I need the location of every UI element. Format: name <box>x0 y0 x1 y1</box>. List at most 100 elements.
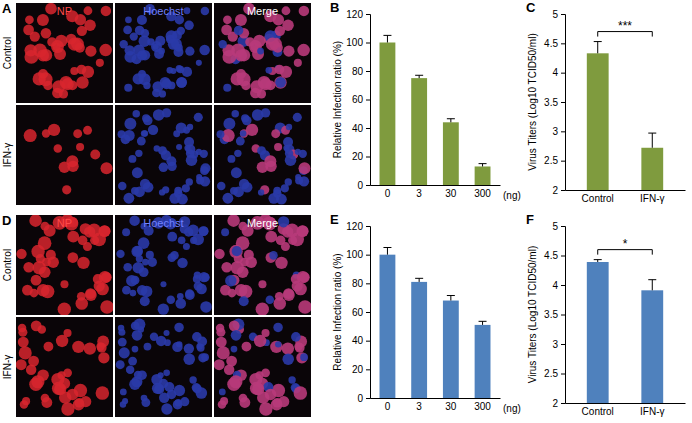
cell <box>264 155 276 167</box>
error-bar <box>648 280 656 291</box>
cell <box>124 84 132 92</box>
cell <box>258 76 271 89</box>
y-tick: 5 <box>552 221 565 232</box>
cell <box>221 228 229 236</box>
micrograph <box>214 3 311 103</box>
cell <box>186 155 198 167</box>
cell <box>169 193 180 204</box>
cell <box>142 114 150 122</box>
cell <box>173 130 180 137</box>
cell <box>187 124 193 130</box>
cell <box>133 246 143 256</box>
cell <box>254 335 266 347</box>
error-cap <box>447 295 455 296</box>
cell <box>137 137 146 146</box>
cell <box>119 347 130 358</box>
cell <box>242 182 253 193</box>
cell <box>199 272 209 282</box>
cell <box>297 44 310 57</box>
cell <box>87 224 101 238</box>
cell <box>258 280 266 288</box>
cell <box>285 224 299 238</box>
y-tick-label: 3 <box>552 339 558 350</box>
plot-area <box>380 35 491 185</box>
cell <box>178 237 186 245</box>
image-background <box>214 105 311 205</box>
y-tick: 2.5 <box>544 155 565 166</box>
cell <box>172 342 182 352</box>
cell <box>67 389 78 400</box>
error-line <box>597 42 598 54</box>
cell <box>258 189 264 195</box>
cell <box>200 163 210 173</box>
cell <box>216 328 225 337</box>
cell <box>259 402 272 415</box>
error-bar <box>447 296 455 301</box>
cell <box>242 342 252 352</box>
cell <box>151 374 162 385</box>
x-tick-label: 30 <box>445 188 457 199</box>
cell <box>268 193 279 204</box>
cell <box>83 126 92 135</box>
x-tick-label: 300 <box>474 401 491 412</box>
y-tick-label: 4.5 <box>544 38 558 49</box>
cell <box>143 182 154 193</box>
cell <box>256 302 269 315</box>
cell <box>45 3 57 15</box>
cell <box>201 273 210 282</box>
cell <box>100 300 113 314</box>
cell <box>184 343 194 353</box>
y-tick-mark <box>561 403 565 404</box>
cell <box>275 257 287 269</box>
y-tick-mark <box>366 100 370 101</box>
x-axis-line <box>566 403 686 404</box>
cell <box>141 130 148 137</box>
cell <box>118 329 125 336</box>
bar <box>587 53 609 190</box>
cell <box>62 185 71 194</box>
x-axis-line <box>566 190 686 191</box>
cell <box>147 38 154 45</box>
cell <box>184 7 191 14</box>
y-axis-title: Virus Titers (Log10 TCID50/ml) <box>527 246 538 383</box>
cell <box>22 397 30 405</box>
y-tick-label: 4 <box>552 280 558 291</box>
cell <box>299 6 309 16</box>
error-cap <box>479 321 487 322</box>
micrograph <box>115 215 212 315</box>
cell <box>177 293 184 300</box>
y-tick-mark <box>366 398 370 399</box>
cell <box>146 251 154 259</box>
y-tick-label: 3.5 <box>544 309 558 320</box>
panel-letter: C <box>526 0 536 15</box>
cell <box>276 236 286 246</box>
error-line <box>450 296 451 301</box>
cell <box>32 261 46 275</box>
cell <box>41 28 52 39</box>
error-bar <box>479 321 487 325</box>
cell <box>76 143 84 151</box>
cell <box>158 303 169 314</box>
cell <box>128 357 137 366</box>
y-tick: 2 <box>552 398 565 409</box>
x-tick-label: 0 <box>385 401 391 412</box>
bar-chart: F22.533.544.55ControlIFN-γVirus Titers (… <box>526 212 686 417</box>
y-tick: 5 <box>552 9 565 20</box>
error-line <box>652 133 653 148</box>
error-bar <box>383 248 391 255</box>
cell <box>257 89 266 98</box>
cell <box>132 262 144 274</box>
image-background <box>214 215 311 315</box>
cell <box>124 118 136 130</box>
column-label: Merge <box>247 217 278 229</box>
cell <box>131 321 140 330</box>
cell <box>177 66 185 74</box>
cell <box>236 69 246 79</box>
x-tick: Control <box>582 190 614 204</box>
cell <box>162 108 171 117</box>
bar <box>411 282 427 398</box>
cell <box>67 231 79 243</box>
y-tick-mark <box>561 131 565 132</box>
y-tick-mark <box>561 374 565 375</box>
y-tick-label: 2 <box>552 398 558 409</box>
